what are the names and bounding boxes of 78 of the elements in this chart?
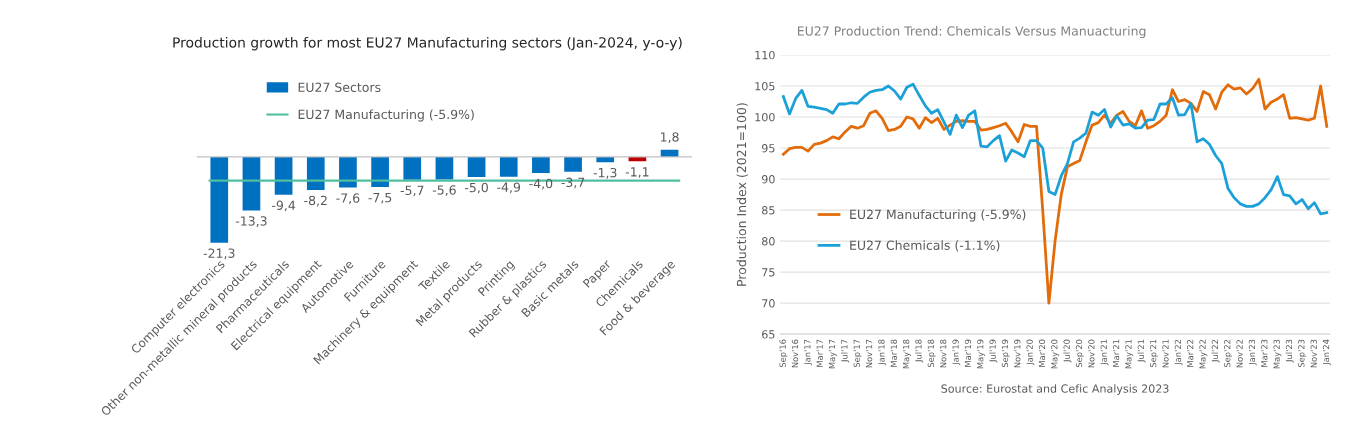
chart-title: EU27 Production Trend: Chemicals Versus Manuacturing bbox=[797, 25, 1146, 39]
x-tick-label: Sep'23 bbox=[1298, 339, 1307, 368]
data-label: -9,4 bbox=[272, 200, 296, 212]
data-label: -5,0 bbox=[465, 182, 488, 194]
x-tick-label: Sep'17 bbox=[853, 339, 862, 368]
x-tick-label: Jan'20 bbox=[1026, 339, 1035, 366]
x-tick-label: Jan'21 bbox=[1100, 339, 1109, 366]
x-tick-label: Sep'21 bbox=[1149, 339, 1158, 368]
x-tick-label: May'22 bbox=[1199, 339, 1208, 369]
line-series bbox=[781, 77, 1329, 305]
x-tick-label: May'21 bbox=[1125, 339, 1134, 369]
x-tick-label: May'17 bbox=[828, 339, 837, 369]
legend-label: EU27 Manufacturing (-5.9%) bbox=[298, 109, 474, 122]
x-tick-label: Sep'16 bbox=[779, 339, 788, 368]
chart-title: Production growth for most EU27 Manufacturing sectors (Jan-2024, y-o-y) bbox=[173, 36, 682, 51]
y-tick-label: 85 bbox=[762, 206, 775, 215]
x-tick-label: Nov'17 bbox=[866, 339, 873, 368]
x-tick-label: Nov'22 bbox=[1236, 339, 1243, 368]
x-tick-label: Mar'19 bbox=[964, 339, 972, 367]
y-tick-label: 90 bbox=[761, 175, 775, 184]
legend-label: EU27 Manufacturing (-5.9%) bbox=[850, 209, 1026, 222]
x-tick-label: Sep'19 bbox=[1001, 339, 1010, 368]
y-tick-label: 75 bbox=[762, 268, 775, 277]
x-tick-label: Jan'24 bbox=[1322, 339, 1331, 366]
data-label: -7,5 bbox=[368, 193, 392, 204]
x-tick-label: Mar'20 bbox=[1038, 339, 1046, 367]
x-tick-label: Jul'23 bbox=[1285, 339, 1294, 363]
source-note: Source: Eurostat and Cefic Analysis 2023 bbox=[941, 384, 1169, 395]
data-label: -21,3 bbox=[203, 248, 235, 260]
x-tick-label: Nov'18 bbox=[940, 339, 947, 368]
data-label: -8,2 bbox=[304, 195, 327, 207]
x-tick-label: May'20 bbox=[1051, 339, 1060, 369]
x-tick-label: Jul'22 bbox=[1211, 339, 1220, 363]
y-tick-label: 95 bbox=[761, 144, 775, 153]
x-tick-label: Jul'17 bbox=[841, 339, 850, 363]
x-tick-label: Jan'18 bbox=[878, 339, 887, 366]
data-label: -1,3 bbox=[593, 167, 617, 179]
y-tick-label: 110 bbox=[755, 50, 775, 60]
x-tick-label: Sep'18 bbox=[927, 339, 936, 368]
data-label: -13,3 bbox=[235, 216, 267, 227]
x-tick-label: Mar'17 bbox=[816, 339, 823, 367]
x-tick-label: May'18 bbox=[902, 339, 911, 369]
legend-label: EU27 Sectors bbox=[298, 82, 381, 92]
x-tick-label: Jan'23 bbox=[1248, 339, 1257, 366]
x-tick-label: Jul'21 bbox=[1137, 339, 1146, 363]
y-tick-label: 80 bbox=[762, 237, 775, 246]
x-tick-label: Mar'23 bbox=[1261, 339, 1268, 367]
x-tick-label: Jan'17 bbox=[804, 339, 813, 366]
legend-label: EU27 Chemicals (-1.1%) bbox=[850, 240, 1000, 252]
x-tick-label: Jul'18 bbox=[915, 339, 924, 363]
data-label: -7,6 bbox=[336, 193, 360, 205]
x-tick-label: Nov'19 bbox=[1014, 339, 1021, 368]
data-label: -5,7 bbox=[400, 185, 424, 197]
x-tick-label: Mar'18 bbox=[890, 339, 897, 367]
x-tick-label: Nov'16 bbox=[791, 339, 799, 368]
data-label: -1,1 bbox=[625, 167, 649, 178]
data-label: -4,0 bbox=[529, 178, 553, 190]
x-tick-label: Jan'22 bbox=[1174, 339, 1183, 366]
y-tick-label: 100 bbox=[755, 113, 775, 122]
y-axis-title: Production Index (2021=100) bbox=[736, 103, 748, 286]
x-tick-label: Sep'22 bbox=[1224, 339, 1232, 368]
data-label: -5,6 bbox=[432, 185, 456, 196]
x-tick-label: Mar'22 bbox=[1187, 339, 1194, 367]
x-tick-label: Mar'21 bbox=[1112, 339, 1120, 367]
x-tick-label: Nov'20 bbox=[1088, 339, 1095, 368]
x-tick-label: Nov'21 bbox=[1162, 339, 1169, 368]
y-tick-label: 65 bbox=[762, 330, 775, 339]
x-tick-label: May'23 bbox=[1273, 339, 1282, 369]
y-tick-label: 105 bbox=[755, 81, 775, 91]
x-tick-label: May'19 bbox=[977, 339, 985, 369]
x-tick-label: Sep'20 bbox=[1075, 339, 1084, 368]
x-tick-label: Jul'20 bbox=[1063, 339, 1072, 363]
x-tick-label: Nov'23 bbox=[1310, 339, 1317, 368]
x-tick-label: Jan'19 bbox=[952, 339, 961, 366]
y-tick-label: 70 bbox=[762, 299, 775, 308]
x-tick-label: Jul'19 bbox=[989, 339, 998, 363]
data-label: 1,8 bbox=[660, 132, 679, 143]
data-label: -4,9 bbox=[497, 182, 521, 194]
